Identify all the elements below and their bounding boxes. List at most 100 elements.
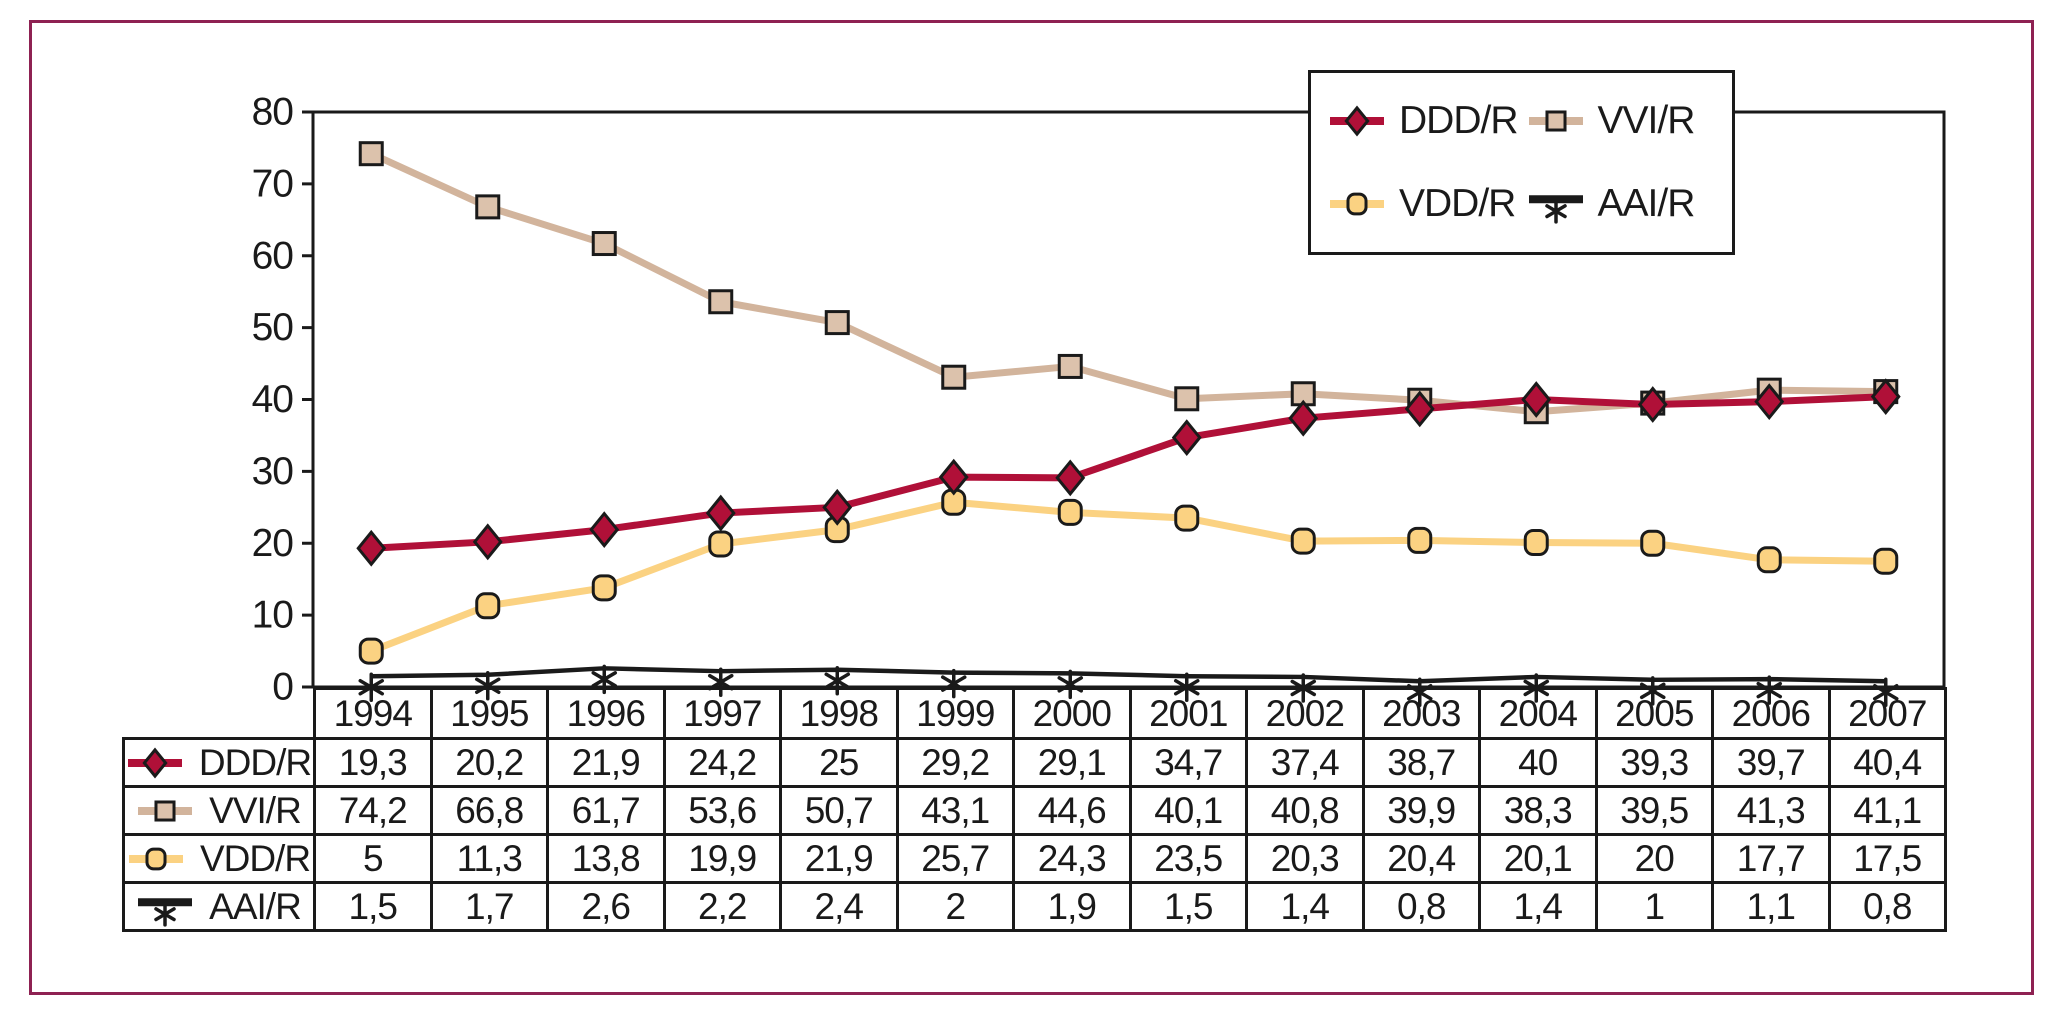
series-glyph-icon: [1330, 105, 1384, 137]
diamond-marker-icon: [1288, 399, 1319, 437]
value-cell: 20,1: [1478, 833, 1598, 884]
y-axis-label: 80: [252, 91, 294, 134]
year-header-cell: 2005: [1594, 687, 1714, 740]
value-cell: 20,4: [1361, 833, 1481, 884]
legend-label: DDD/R: [1399, 98, 1518, 142]
value-cell: 20,2: [429, 737, 549, 788]
y-axis-label: 0: [272, 666, 293, 709]
value-cell: 29,2: [895, 737, 1015, 788]
value-cell: 40: [1478, 737, 1598, 788]
year-header-cell: 2003: [1361, 687, 1481, 740]
diamond-marker-icon: [142, 747, 168, 778]
value-cell: 19,9: [662, 833, 782, 884]
y-axis-label: 60: [252, 234, 294, 277]
circle-marker-icon: [1407, 526, 1433, 554]
value-cell: 39,5: [1594, 785, 1714, 836]
year-header-cell: 2001: [1128, 687, 1248, 740]
year-header-cell: 1995: [429, 687, 549, 740]
asterisk-marker-icon: [1544, 199, 1567, 224]
circle-marker-icon: [1873, 547, 1899, 575]
value-cell: 29,1: [1012, 737, 1132, 788]
diamond-marker-icon: [705, 494, 736, 532]
value-cell: 41,3: [1711, 785, 1831, 836]
value-cell: 38,7: [1361, 737, 1481, 788]
year-header-cell: 1997: [662, 687, 782, 740]
value-cell: 17,7: [1711, 833, 1831, 884]
value-cell: 1,7: [429, 881, 549, 932]
value-cell: 1: [1594, 881, 1714, 932]
year-header-cell: 2002: [1245, 687, 1365, 740]
year-header-cell: 1994: [313, 687, 433, 740]
diamond-marker-icon: [1521, 381, 1552, 418]
square-marker-icon: [1544, 110, 1567, 132]
value-cell: 20,3: [1245, 833, 1365, 884]
circle-marker-icon: [591, 574, 617, 602]
series-label-cell: DDD/R: [122, 737, 316, 788]
value-cell: 24,3: [1012, 833, 1132, 884]
table-row-vvi-r: VVI/R 74,2 66,8 61,7 53,6 50,7 43,1 44,6 40,1 40,…: [122, 785, 1947, 836]
value-cell: 53,6: [662, 785, 782, 836]
series-glyph-icon: [138, 799, 193, 822]
value-cell: 74,2: [313, 785, 433, 836]
value-cell: 1,4: [1245, 881, 1365, 932]
legend-item-ddd-r: DDD/R: [1329, 99, 1528, 143]
square-marker-icon: [358, 141, 384, 167]
value-cell: 1,4: [1478, 881, 1598, 932]
series-label-cell: VDD/R: [122, 833, 316, 884]
series-name: VVI/R: [209, 789, 302, 831]
legend-label: VVI/R: [1597, 98, 1696, 142]
series-ddd-r: [356, 378, 1901, 567]
value-cell: 41,1: [1827, 785, 1947, 836]
value-cell: 24,2: [662, 737, 782, 788]
diamond-marker-icon: [1171, 419, 1202, 456]
value-cell: 40,8: [1245, 785, 1365, 836]
diamond-marker-icon: [589, 511, 620, 548]
value-cell: 2,2: [662, 881, 782, 932]
square-marker-icon: [154, 799, 176, 822]
year-header-cell: 1999: [895, 687, 1015, 740]
value-cell: 1,5: [1128, 881, 1248, 932]
series-vdd-r: [358, 488, 1899, 665]
circle-marker-icon: [1057, 498, 1083, 526]
y-axis-label: 20: [252, 522, 294, 565]
diamond-marker-icon: [938, 458, 969, 496]
value-cell: 50,7: [779, 785, 899, 836]
circle-marker-icon: [1640, 529, 1666, 557]
legend-item-vvi-r: VVI/R: [1528, 99, 1727, 143]
circle-marker-icon: [1756, 546, 1782, 574]
circle-marker-icon: [358, 637, 384, 665]
circle-marker-icon: [1174, 504, 1200, 532]
diamond-marker-icon: [1404, 390, 1435, 428]
value-cell: 20: [1594, 833, 1714, 884]
value-cell: 2,6: [546, 881, 666, 932]
value-table-wrap: 1994 1995 1996 1997 1998 1999 2000 2001 2002 2003…: [122, 687, 1947, 932]
diamond-marker-icon: [1055, 459, 1086, 497]
square-marker-icon: [941, 364, 967, 390]
value-cell: 17,5: [1827, 833, 1947, 884]
value-cell: 44,6: [1012, 785, 1132, 836]
year-header-cell: 2006: [1711, 687, 1831, 740]
legend-item-vdd-r: VDD/R: [1329, 182, 1528, 226]
table-row-ddd-r: DDD/R 19,3 20,2 21,9 24,2 25 29,2 29,1 34,7 37,4 3…: [122, 737, 1947, 788]
series-glyph-icon: [127, 747, 182, 778]
square-marker-icon: [1174, 386, 1200, 412]
circle-marker-icon: [475, 592, 501, 620]
circle-marker-icon: [1346, 192, 1368, 216]
series-name: AAI/R: [209, 885, 302, 927]
series-label-cell: AAI/R: [122, 881, 316, 932]
year-header-cell: 1998: [779, 687, 899, 740]
circle-marker-icon: [708, 530, 734, 558]
square-marker-icon: [824, 310, 850, 336]
circle-marker-icon: [145, 847, 167, 870]
year-header-cell: 2004: [1478, 687, 1598, 740]
value-cell: 40,1: [1128, 785, 1248, 836]
y-axis-label: 30: [252, 450, 294, 493]
table-row-vdd-r: VDD/R 5 11,3 13,8 19,9 21,9 25,7 24,3 23,5 20,3 20…: [122, 833, 1947, 884]
value-cell: 25,7: [895, 833, 1015, 884]
value-cell: 2,4: [779, 881, 899, 932]
year-header-cell: 2007: [1827, 687, 1947, 740]
square-marker-icon: [1057, 353, 1083, 379]
legend-label: AAI/R: [1597, 182, 1696, 226]
value-cell: 2: [895, 881, 1015, 932]
